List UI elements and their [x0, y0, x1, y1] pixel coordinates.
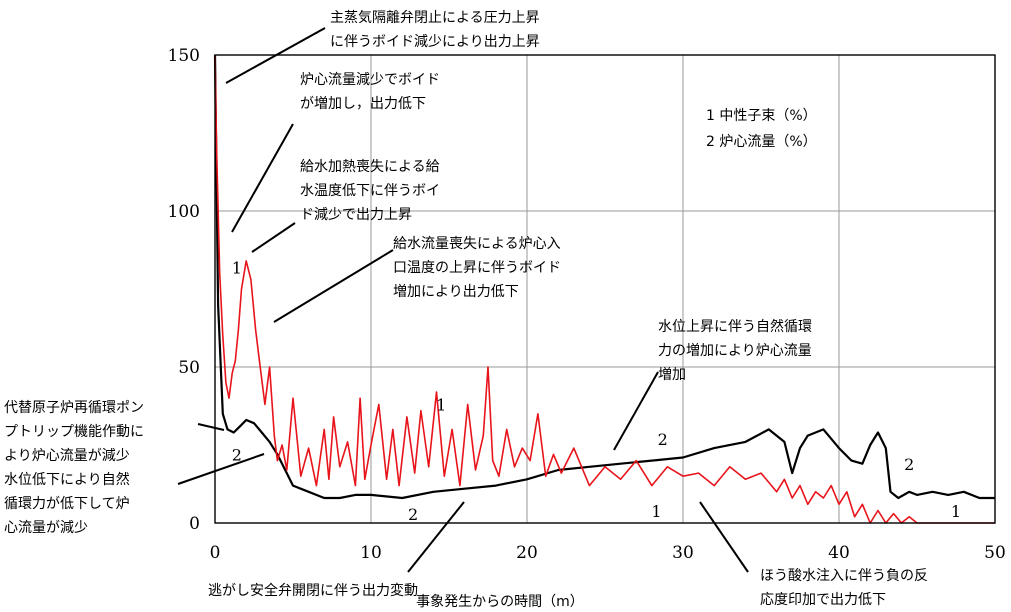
curve-number-label: 1: [232, 258, 242, 277]
axis-ticks: 0 10 20 30 40 50 0 50 100 150: [168, 46, 1006, 563]
arrow-feedwater-loss: [273, 249, 394, 323]
annotation-line: ほう酸水注入に伴う負の反: [760, 568, 928, 584]
annotation-a2: 炉心流量減少でボイドが増加し，出力低下: [300, 71, 440, 112]
annotation-line: 主蒸気隔離弁閉止による圧力上昇: [330, 9, 540, 26]
y-tick-label: 100: [168, 202, 200, 222]
annotation-line: 増加により出力低下: [393, 284, 519, 300]
curve-markers: 1 1 1 1 2 2 2 2: [232, 258, 961, 523]
annotation-line: ド減少で出力上昇: [300, 206, 412, 223]
arrow-natural-circulation-down: [177, 453, 265, 485]
arrow-feedwater-heater: [251, 222, 296, 253]
annotation-line: 水温度低下に伴うボイ: [300, 183, 440, 199]
series-line-core-flow: [213, 54, 995, 500]
annotation-line: 心流量が減少: [4, 519, 88, 536]
annotation-arrows: [177, 27, 749, 573]
data-series: [213, 54, 995, 524]
y-tick-label: 150: [168, 46, 200, 66]
annotation-line: 炉心流量減少でボイド: [300, 71, 440, 88]
annotation-line: 給水加熱喪失による給: [300, 159, 440, 175]
x-tick-label: 0: [210, 543, 221, 563]
x-tick-label: 20: [516, 543, 538, 563]
arrow-void-increase: [231, 123, 294, 233]
arrow-srv: [407, 501, 465, 573]
arrow-rpt: [197, 423, 225, 431]
annotation-a1: 主蒸気隔離弁閉止による圧力上昇に伴うボイド減少により出力上昇: [330, 9, 540, 50]
arrow-boron: [699, 501, 749, 573]
curve-number-label: 1: [436, 396, 446, 415]
x-tick-label: 40: [828, 543, 850, 563]
annotation-line: 水位低下により自然: [4, 471, 130, 488]
x-tick-label: 10: [360, 543, 382, 563]
annotation-a7: 水位低下により自然循環力が低下して炉心流量が減少: [4, 471, 130, 536]
annotation-line: 口温度の上昇に伴うボイド: [393, 260, 561, 276]
annotation-a4: 給水流量喪失による炉心入口温度の上昇に伴うボイド増加により出力低下: [393, 236, 561, 300]
annotation-line: が増加し，出力低下: [300, 96, 426, 112]
annotation-line: 逃がし安全弁開閉に伴う出力変動: [208, 582, 418, 599]
legend-item-neutron-flux: 1 中性子束（%）: [706, 108, 817, 124]
x-tick-label: 30: [672, 543, 694, 563]
curve-number-label: 2: [408, 505, 418, 524]
annotation-line: 力の増加により炉心流量: [658, 343, 812, 359]
curve-number-label: 2: [232, 446, 242, 465]
arrow-msiv: [225, 27, 326, 84]
annotation-line: に伴うボイド減少により出力上昇: [330, 33, 540, 50]
x-tick-label: 50: [984, 543, 1006, 563]
y-tick-label: 50: [178, 358, 200, 378]
grid-lines: [215, 55, 995, 523]
annotation-line: より炉心流量が減少: [4, 447, 130, 464]
annotations: 主蒸気隔離弁閉止による圧力上昇に伴うボイド減少により出力上昇炉心流量減少でボイド…: [4, 9, 928, 608]
curve-number-label: 2: [658, 430, 668, 449]
annotation-a5: 水位上昇に伴う自然循環力の増加により炉心流量増加: [658, 318, 812, 383]
annotation-line: 増加: [658, 367, 686, 383]
annotation-a8: 逃がし安全弁開閉に伴う出力変動: [208, 582, 418, 599]
annotation-a3: 給水加熱喪失による給水温度低下に伴うボイド減少で出力上昇: [300, 159, 440, 223]
legend: 1 中性子束（%） 2 炉心流量（%）: [706, 108, 817, 150]
y-tick-label: 0: [189, 514, 200, 534]
annotation-a9: ほう酸水注入に伴う負の反応度印加で出力低下: [760, 568, 928, 608]
curve-number-label: 1: [651, 502, 661, 521]
plot-frame: [214, 54, 996, 524]
curve-number-label: 1: [951, 502, 961, 521]
curve-number-label: 2: [904, 455, 914, 474]
annotation-line: 給水流量喪失による炉心入: [393, 236, 561, 252]
legend-item-core-flow: 2 炉心流量（%）: [706, 134, 817, 150]
annotation-line: 応度印加で出力低下: [760, 592, 886, 608]
annotation-a6: 代替原子炉再循環ポンプトリップ機能作動により炉心流量が減少: [4, 400, 144, 464]
annotation-line: 循環力が低下して炉: [4, 496, 130, 512]
annotation-line: 代替原子炉再循環ポン: [4, 400, 144, 416]
series-line-neutron-flux: [214, 54, 995, 524]
x-axis-label: 事象発生からの時間（m）: [416, 594, 584, 610]
annotation-line: プトリップ機能作動に: [4, 424, 144, 440]
annotation-line: 水位上昇に伴う自然循環: [658, 318, 812, 335]
arrow-natural-circulation-up: [613, 371, 659, 451]
